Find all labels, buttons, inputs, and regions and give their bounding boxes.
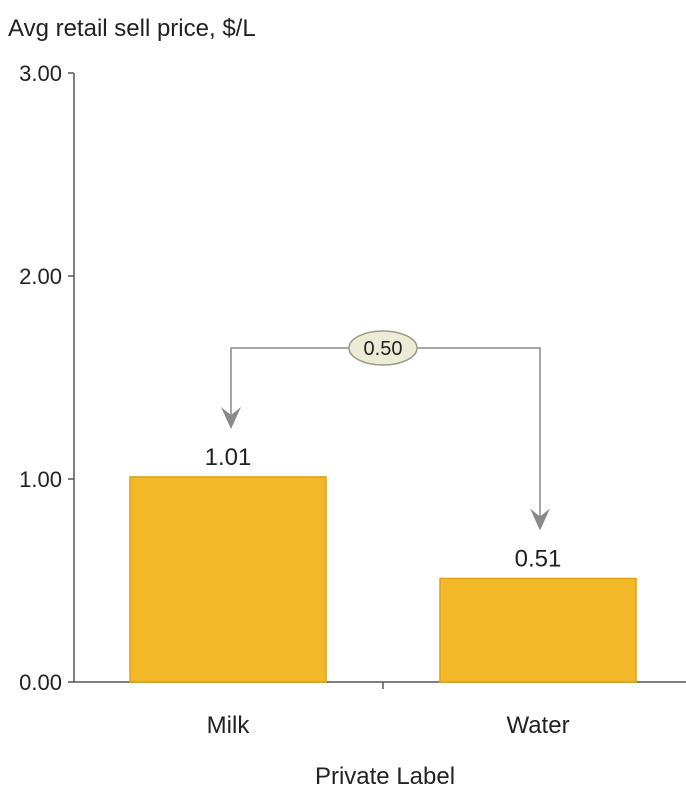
y-tick-label: 0.00	[19, 670, 62, 695]
y-axis: 0.00 1.00 2.00 3.00	[19, 61, 75, 695]
bars	[129, 476, 637, 683]
difference-badge	[348, 330, 418, 366]
x-tick-label: Milk	[207, 712, 251, 739]
difference-annotation: 0.50	[221, 330, 550, 531]
bar-water	[439, 577, 637, 683]
x-axis: Milk Water	[74, 681, 686, 739]
y-tick-label: 1.00	[19, 467, 62, 492]
data-labels: 1.01 0.51	[205, 444, 562, 572]
x-tick-label: Water	[506, 712, 569, 739]
data-label: 0.51	[515, 545, 562, 572]
arrow-head-left	[221, 406, 241, 429]
bar-milk	[129, 476, 327, 683]
y-tick-label: 3.00	[19, 61, 62, 86]
difference-badge-label: 0.50	[364, 338, 403, 360]
chart-title: Avg retail sell price, $/L	[8, 15, 256, 42]
y-tick-label: 2.00	[19, 264, 62, 289]
x-axis-title: Private Label	[315, 763, 455, 790]
data-label: 1.01	[205, 444, 252, 471]
arrow-head-right	[530, 508, 550, 531]
